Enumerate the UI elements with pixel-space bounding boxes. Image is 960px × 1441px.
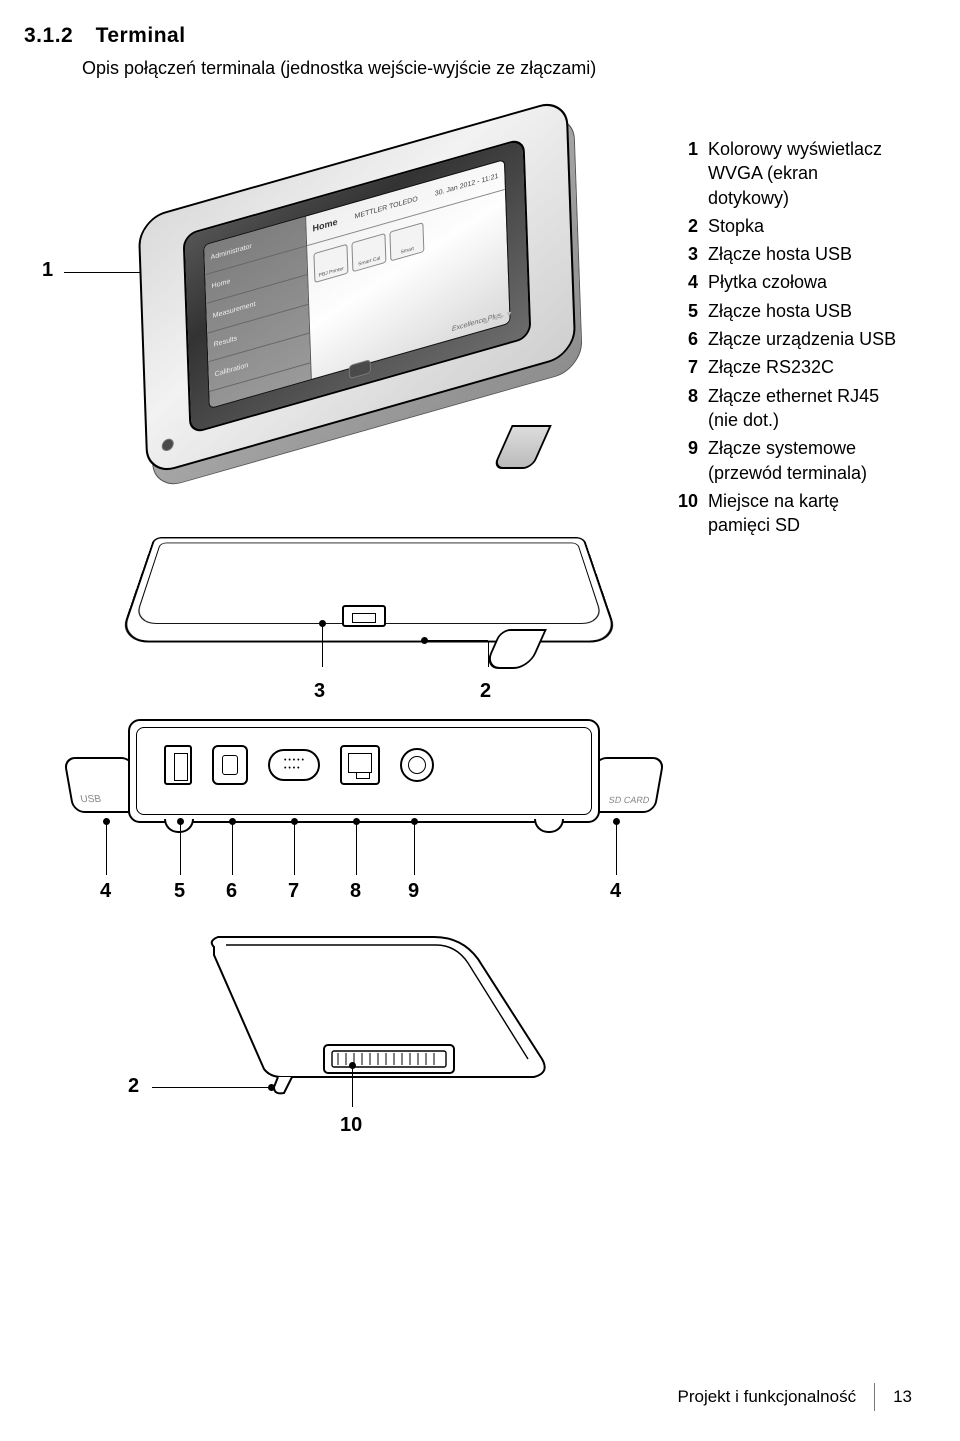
legend-number: 5: [672, 299, 698, 323]
leader-line: [106, 821, 107, 875]
legend-item: 3 Złącze hosta USB: [672, 242, 900, 266]
footer-divider: [874, 1383, 875, 1411]
footer-page-number: 13: [893, 1387, 912, 1407]
legend-text: Kolorowy wyświetlacz WVGA (ekran dotykow…: [708, 137, 900, 210]
legend-text: Miejsce na kartę pamięci SD: [708, 489, 900, 538]
figure-terminal-rear-ports: 4 5 6 7 8 9 4: [64, 713, 664, 903]
leader-line: [322, 623, 323, 667]
section-subtitle: Opis połączeń terminala (jednostka wejśc…: [82, 58, 900, 79]
leader-line: [414, 821, 415, 875]
foot-icon: [534, 819, 564, 833]
callout-3: 3: [314, 680, 325, 703]
legend-text: Złącze systemowe (prze­wód terminala): [708, 436, 900, 485]
power-icon: [162, 437, 174, 452]
page-footer: Projekt i funkcjonalność 13: [677, 1383, 912, 1411]
callout-row: 4 5 6 7 8 9 4: [64, 853, 664, 903]
rj45-port-icon: [340, 745, 380, 785]
callout-7: 7: [288, 880, 299, 903]
usb-port-icon: [342, 605, 386, 627]
legend-number: 9: [672, 436, 698, 485]
screen-sidebar: Administrator Home Measurement Results C…: [204, 216, 312, 407]
footer-chapter: Projekt i funkcjonalność: [677, 1387, 856, 1407]
legend-item: 9Złącze systemowe (prze­wód terminala): [672, 436, 900, 485]
system-port-icon: [400, 748, 434, 782]
legend-item: 7 Złącze RS232C: [672, 355, 900, 379]
legend-item: 5 Złącze hosta USB: [672, 299, 900, 323]
legend-list: 1Kolorowy wyświetlacz WVGA (ekran dotyko…: [672, 137, 900, 537]
callout-2: 2: [128, 1075, 139, 1098]
leader-line: [488, 641, 489, 667]
port-row: [164, 745, 434, 785]
leader-line: [64, 272, 149, 273]
legend-item: 6 Złącze urządzenia USB: [672, 327, 900, 351]
legend-text: Złącze urządzenia USB: [708, 327, 900, 351]
section-heading: 3.1.2 Terminal: [24, 24, 900, 48]
usb-b-port-icon: [212, 745, 248, 785]
legend-text: Złącze hosta USB: [708, 242, 900, 266]
usb-a-port-icon: [164, 745, 192, 785]
legend-item: 10Miejsce na kartę pamięci SD: [672, 489, 900, 538]
legend-text: Płytka czołowa: [708, 270, 900, 294]
leader-line: [616, 821, 617, 875]
legend-number: 3: [672, 242, 698, 266]
leader-line: [232, 821, 233, 875]
legend-item: 2 Stopka: [672, 214, 900, 238]
callout-4: 4: [100, 880, 111, 903]
screen-tile: Smart Cal: [351, 233, 386, 272]
terminal-side-svg: [174, 927, 554, 1107]
legend-text: Złącze ethernet RJ45 (nie dot.): [708, 384, 900, 433]
callout-1: 1: [42, 259, 53, 282]
section-number: 3.1.2: [24, 24, 73, 47]
screen-tile: Smart: [389, 222, 424, 261]
screen-home-label: Home: [312, 217, 337, 234]
figure-terminal-side: 2 10: [124, 927, 604, 1137]
callout-2: 2: [480, 680, 491, 703]
legend-text: Stopka: [708, 214, 900, 238]
leader-line: [424, 640, 488, 641]
leader-line: [294, 821, 295, 875]
legend-number: 6: [672, 327, 698, 351]
callout-10: 10: [340, 1114, 362, 1137]
leader-line: [352, 1065, 353, 1107]
legend-item: 1Kolorowy wyświetlacz WVGA (ekran dotyko…: [672, 137, 900, 210]
callout-6: 6: [226, 880, 237, 903]
screen-date: 30. Jan 2012 - 11:21: [435, 173, 499, 198]
legend-text: Złącze hosta USB: [708, 299, 900, 323]
callout-9: 9: [408, 880, 419, 903]
legend-number: 4: [672, 270, 698, 294]
legend-item: 8Złącze ethernet RJ45 (nie dot.): [672, 384, 900, 433]
legend-number: 2: [672, 214, 698, 238]
screen-brand: METTLER TOLEDO: [354, 195, 417, 220]
terminal-illustration: Administrator Home Measurement Results C…: [142, 137, 572, 467]
legend-item: 4 Płytka czołowa: [672, 270, 900, 294]
figure-terminal-perspective: 1 Administrator Home: [42, 97, 602, 527]
leader-line: [356, 821, 357, 875]
rs232-port-icon: [268, 749, 320, 781]
callout-4: 4: [610, 880, 621, 903]
terminal-foot: [492, 425, 552, 469]
legend-number: 7: [672, 355, 698, 379]
leader-line: [152, 1087, 272, 1088]
screen-tile: PBJ Printer: [313, 244, 348, 283]
legend-number: 1: [672, 137, 698, 210]
leader-line: [180, 821, 181, 875]
legend-text: Złącze RS232C: [708, 355, 900, 379]
legend-number: 8: [672, 384, 698, 433]
section-title-text: Terminal: [96, 24, 186, 47]
callout-5: 5: [174, 880, 185, 903]
figure-terminal-rear-top: 3 2: [124, 533, 604, 703]
callout-8: 8: [350, 880, 361, 903]
legend-number: 10: [672, 489, 698, 538]
